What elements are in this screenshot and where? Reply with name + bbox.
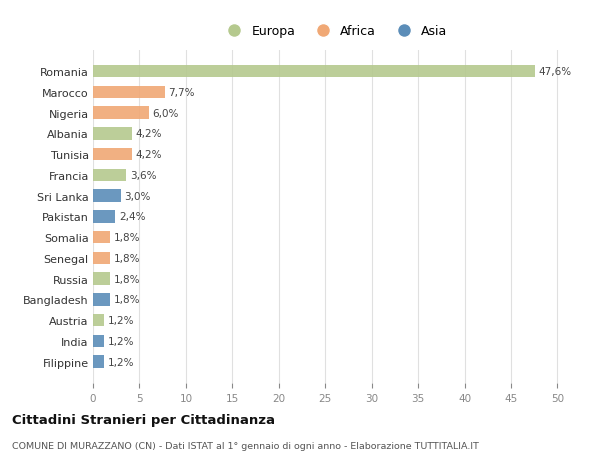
Text: 1,8%: 1,8%	[113, 253, 140, 263]
Text: 47,6%: 47,6%	[539, 67, 572, 77]
Text: 1,8%: 1,8%	[113, 274, 140, 284]
Text: COMUNE DI MURAZZANO (CN) - Dati ISTAT al 1° gennaio di ogni anno - Elaborazione : COMUNE DI MURAZZANO (CN) - Dati ISTAT al…	[12, 441, 479, 450]
Bar	[93, 86, 164, 99]
Bar	[93, 169, 127, 182]
Text: 2,4%: 2,4%	[119, 212, 146, 222]
Bar	[93, 211, 115, 223]
Legend: Europa, Africa, Asia: Europa, Africa, Asia	[217, 20, 452, 43]
Text: 1,8%: 1,8%	[113, 295, 140, 305]
Text: 1,8%: 1,8%	[113, 233, 140, 243]
Bar	[93, 231, 110, 244]
Bar	[93, 294, 110, 306]
Bar	[93, 252, 110, 264]
Bar	[93, 314, 104, 327]
Text: 3,6%: 3,6%	[130, 170, 157, 180]
Text: 3,0%: 3,0%	[125, 191, 151, 201]
Bar	[93, 356, 104, 368]
Bar	[93, 190, 121, 202]
Text: 6,0%: 6,0%	[152, 108, 179, 118]
Text: 4,2%: 4,2%	[136, 129, 162, 139]
Bar	[93, 335, 104, 347]
Text: 1,2%: 1,2%	[108, 336, 134, 346]
Text: 7,7%: 7,7%	[168, 88, 195, 98]
Bar	[93, 149, 132, 161]
Text: 4,2%: 4,2%	[136, 150, 162, 160]
Bar	[93, 128, 132, 140]
Text: 1,2%: 1,2%	[108, 357, 134, 367]
Text: Cittadini Stranieri per Cittadinanza: Cittadini Stranieri per Cittadinanza	[12, 413, 275, 426]
Text: 1,2%: 1,2%	[108, 315, 134, 325]
Bar	[93, 66, 535, 78]
Bar	[93, 273, 110, 285]
Bar	[93, 107, 149, 119]
